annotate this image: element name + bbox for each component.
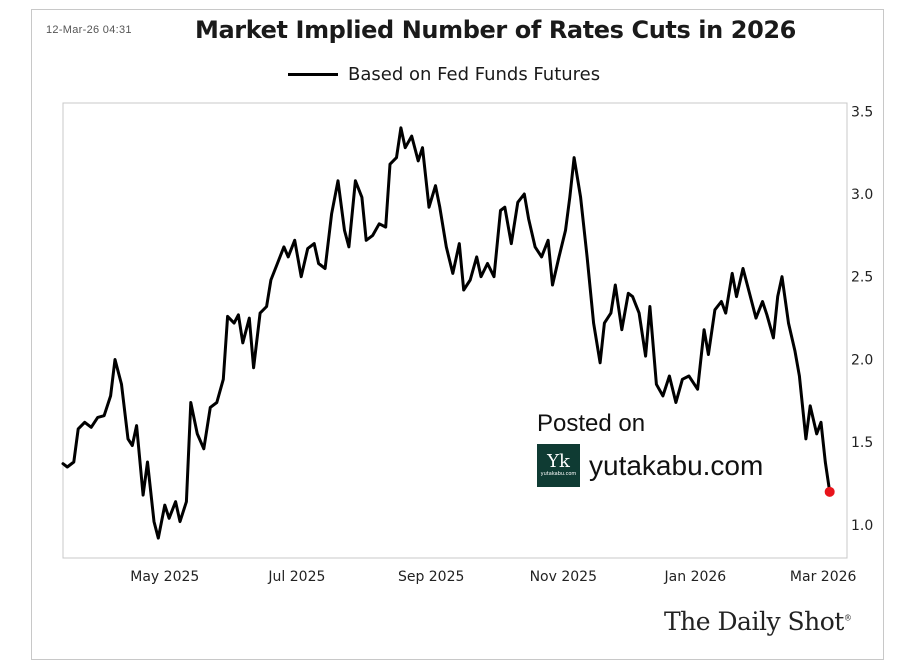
chart-frame [31, 9, 884, 660]
x-tick-label: Mar 2026 [790, 569, 857, 585]
daily-shot-logo: The Daily Shot® [664, 607, 852, 636]
logo-mark: Yk [547, 451, 570, 472]
registered-mark: ® [843, 613, 852, 623]
yutakabu-logo: Yk yutakabu.com [537, 444, 580, 487]
y-tick-label: 2.0 [851, 352, 873, 368]
watermark: Yk yutakabu.com yutakabu.com [537, 444, 763, 487]
x-tick-label: May 2025 [130, 569, 199, 585]
logo-caption: yutakabu.com [540, 471, 577, 477]
x-tick-label: Sep 2025 [398, 569, 464, 585]
brand-name: The Daily Shot [664, 607, 844, 636]
y-tick-label: 1.0 [851, 518, 873, 534]
last-value-marker [824, 486, 835, 497]
posted-on-label: Posted on [537, 410, 646, 437]
x-tick-label: Nov 2025 [530, 569, 597, 585]
plot-area [62, 102, 848, 559]
legend: Based on Fed Funds Futures [288, 62, 600, 86]
legend-line-swatch [288, 72, 338, 76]
timestamp: 12-Mar-26 04:31 [46, 24, 132, 36]
y-tick-label: 2.5 [851, 270, 873, 286]
legend-label: Based on Fed Funds Futures [348, 63, 601, 85]
x-tick-label: Jan 2026 [664, 569, 727, 585]
y-tick-label: 3.0 [851, 187, 873, 203]
chart-title: Market Implied Number of Rates Cuts in 2… [195, 16, 796, 44]
series-line-fed-funds-futures [61, 126, 832, 540]
site-name: yutakabu.com [589, 449, 764, 481]
x-tick-label: Jul 2025 [267, 569, 325, 585]
y-tick-label: 1.5 [851, 435, 873, 451]
y-tick-label: 3.5 [851, 104, 873, 120]
y-axis: 1.0 1.5 2.0 2.5 3.0 3.5 [851, 104, 873, 534]
x-axis: May 2025 Jul 2025 Sep 2025 Nov 2025 Jan 2026… [130, 569, 856, 585]
